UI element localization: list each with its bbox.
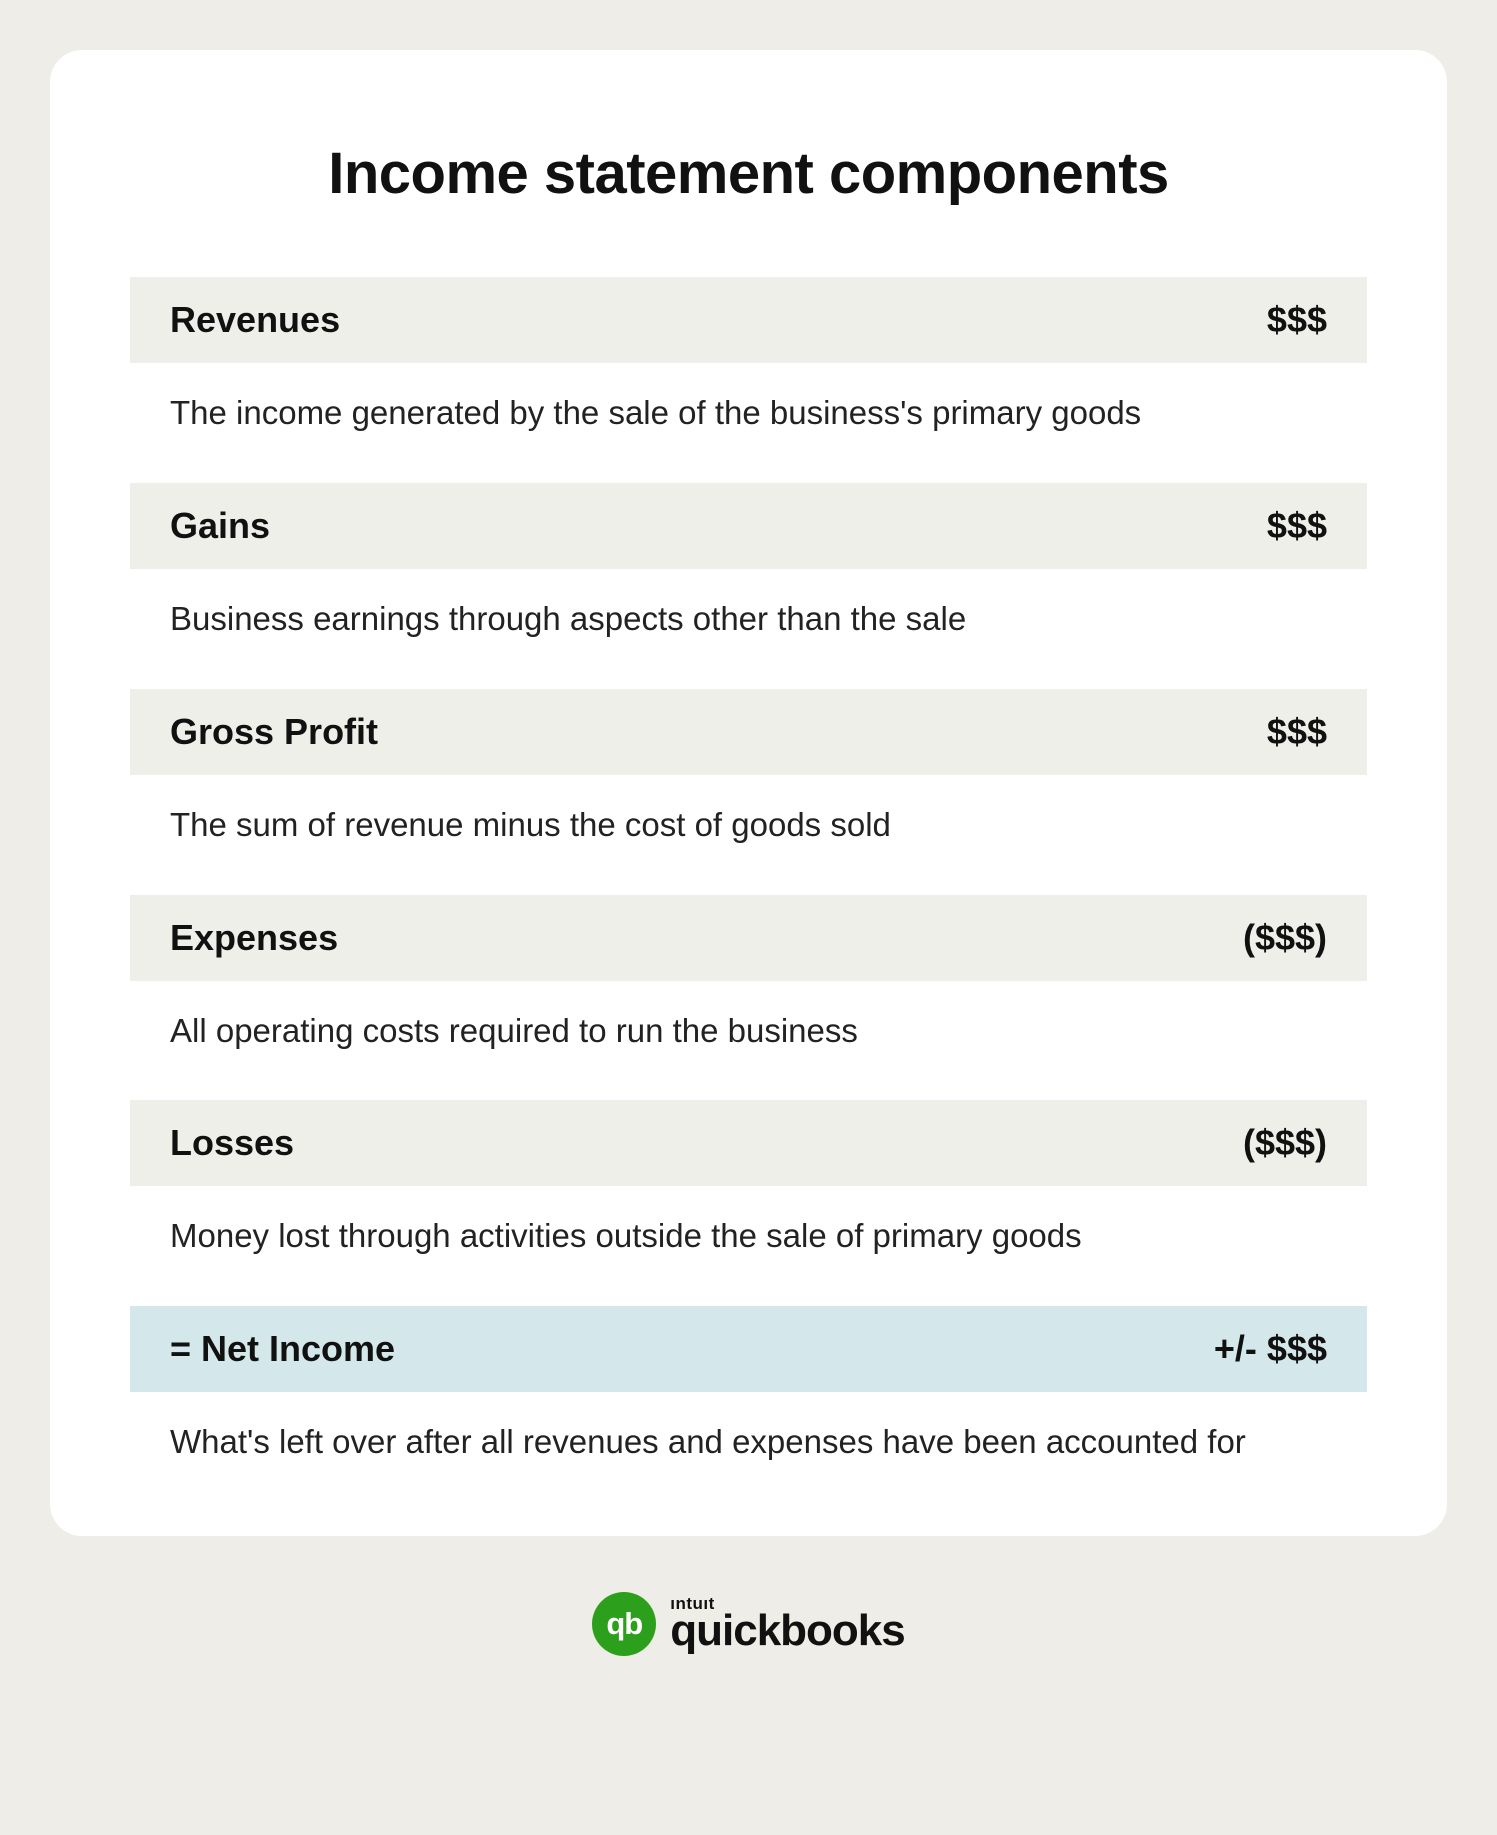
row-value: +/- $$$	[1214, 1328, 1327, 1370]
row-header: Gains $$$	[130, 483, 1367, 569]
row-value: $$$	[1267, 505, 1327, 547]
row-value: ($$$)	[1243, 917, 1327, 959]
row-desc: The sum of revenue minus the cost of goo…	[130, 775, 1310, 849]
row-gross-profit: Gross Profit $$$ The sum of revenue minu…	[130, 689, 1367, 849]
row-expenses: Expenses ($$$) All operating costs requi…	[130, 895, 1367, 1055]
row-label: Revenues	[170, 299, 340, 341]
row-header: Losses ($$$)	[130, 1100, 1367, 1186]
page-title: Income statement components	[130, 140, 1367, 207]
row-desc: All operating costs required to run the …	[130, 981, 1310, 1055]
row-value: $$$	[1267, 711, 1327, 753]
logo-product-name: quickbooks	[670, 1609, 905, 1653]
infographic-card: Income statement components Revenues $$$…	[50, 50, 1447, 1536]
row-losses: Losses ($$$) Money lost through activiti…	[130, 1100, 1367, 1260]
row-desc: Money lost through activities outside th…	[130, 1186, 1310, 1260]
quickbooks-logo: qb ıntuıt quickbooks	[592, 1592, 905, 1656]
row-label: Expenses	[170, 917, 338, 959]
logo-mark-icon: qb	[592, 1592, 656, 1656]
row-header: Revenues $$$	[130, 277, 1367, 363]
row-label: Losses	[170, 1122, 294, 1164]
row-desc: What's left over after all revenues and …	[130, 1392, 1310, 1466]
row-net-income: = Net Income +/- $$$ What's left over af…	[130, 1306, 1367, 1466]
row-header: Gross Profit $$$	[130, 689, 1367, 775]
row-revenues: Revenues $$$ The income generated by the…	[130, 277, 1367, 437]
logo-wordmark: ıntuıt quickbooks	[670, 1595, 905, 1653]
row-value: $$$	[1267, 299, 1327, 341]
row-header-highlight: = Net Income +/- $$$	[130, 1306, 1367, 1392]
row-header: Expenses ($$$)	[130, 895, 1367, 981]
row-desc: Business earnings through aspects other …	[130, 569, 1310, 643]
row-label: Gains	[170, 505, 270, 547]
row-label: Gross Profit	[170, 711, 378, 753]
footer: qb ıntuıt quickbooks	[50, 1536, 1447, 1656]
row-gains: Gains $$$ Business earnings through aspe…	[130, 483, 1367, 643]
row-value: ($$$)	[1243, 1122, 1327, 1164]
row-desc: The income generated by the sale of the …	[130, 363, 1310, 437]
row-label: = Net Income	[170, 1328, 395, 1370]
logo-mark-text: qb	[606, 1606, 642, 1642]
